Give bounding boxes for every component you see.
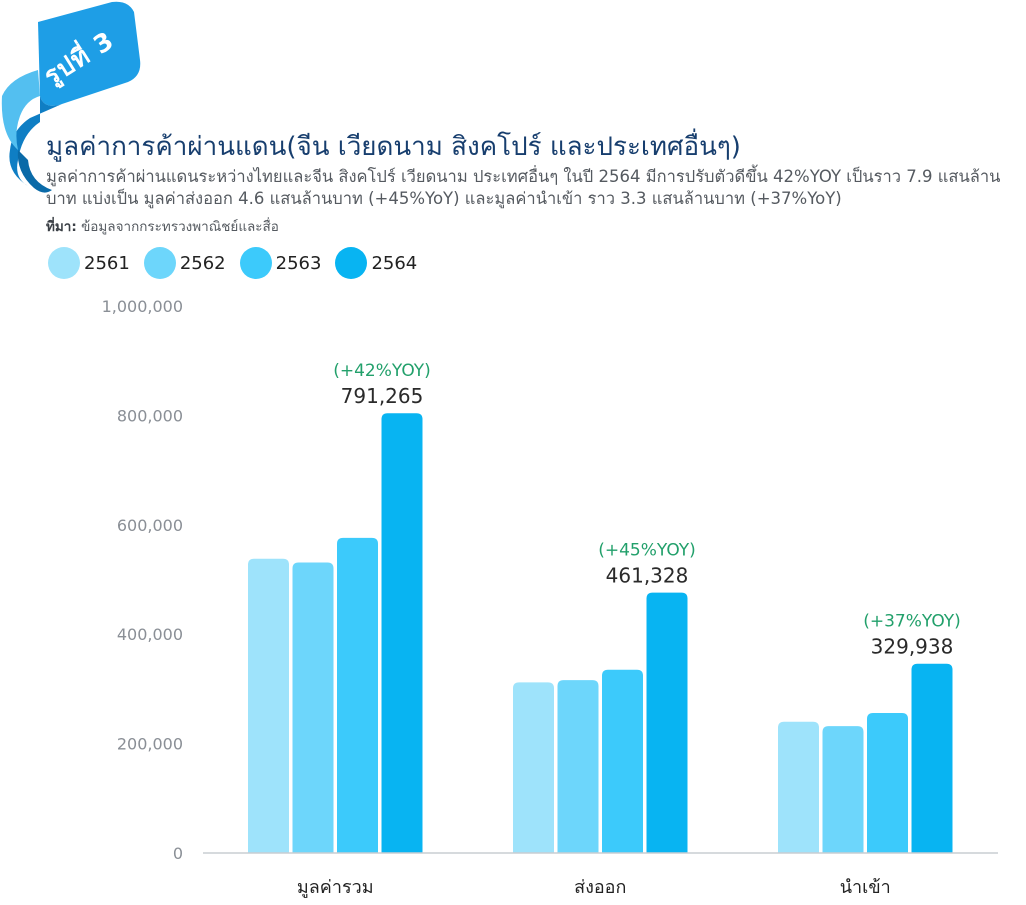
y-tick-label: 200,000 (117, 735, 183, 754)
bar-2562-2 (557, 680, 599, 853)
bar-2564-3 (911, 663, 953, 853)
bar-2563-1 (337, 537, 378, 853)
legend-swatch (48, 247, 80, 279)
y-tick-label: 0 (173, 844, 183, 863)
bar-2563-2 (602, 669, 643, 853)
y-tick-label: 400,000 (117, 625, 183, 644)
growth-label: (+42%YOY) (333, 361, 431, 381)
chart-description: มูลค่าการค้าผ่านแดนระหว่างไทยและจีน สิงค… (46, 167, 1001, 208)
figure-badge (1, 1, 141, 193)
x-category-label: มูลค่ารวม (297, 877, 374, 898)
x-category-label: ส่งออก (574, 877, 626, 898)
legend-item-2563: 2563 (239, 247, 322, 279)
bar-2562-3 (822, 726, 864, 853)
legend-item-2561: 2561 (48, 247, 130, 279)
bar-2564-1 (381, 413, 423, 853)
legend-label: 2564 (371, 252, 418, 274)
legend-item-2564: 2564 (335, 247, 417, 279)
legend-label: 2561 (84, 252, 130, 274)
legend-label: 2562 (179, 252, 226, 274)
bar-2561-2 (513, 682, 554, 853)
y-tick-label: 600,000 (117, 516, 183, 535)
legend-swatch (335, 247, 368, 279)
legend-item-2562: 2562 (143, 247, 226, 279)
legend-swatch (239, 247, 272, 279)
bar-2564-2 (646, 592, 688, 853)
data-value-label: 461,328 (606, 564, 689, 588)
chart-title: มูลค่าการค้าผ่านแดน(จีน เวียดนาม สิงคโปร… (46, 132, 741, 162)
y-tick-label: 1,000,000 (102, 297, 183, 316)
data-value-label: 329,938 (871, 635, 954, 659)
bar-2563-3 (867, 712, 908, 853)
source-text: ข้อมูลจากกระทรวงพาณิชย์และสื่อ (76, 219, 279, 235)
data-value-label: 791,265 (341, 384, 424, 408)
growth-label: (+37%YOY) (863, 612, 961, 632)
legend-label: 2563 (275, 252, 322, 274)
x-category-label: นำเข้า (840, 877, 891, 898)
bar-2562-1 (292, 562, 334, 853)
source-note: ที่มา: ข้อมูลจากกระทรวงพาณิชย์และสื่อ (46, 215, 279, 237)
source-label: ที่มา: (46, 219, 77, 235)
y-tick-label: 800,000 (117, 406, 183, 425)
chart-legend: 2561 2562 2563 2564 (48, 247, 431, 279)
legend-swatch (143, 247, 176, 279)
bar-2561-1 (248, 558, 289, 853)
growth-label: (+45%YOY) (598, 541, 696, 561)
bar-2561-3 (778, 721, 819, 853)
